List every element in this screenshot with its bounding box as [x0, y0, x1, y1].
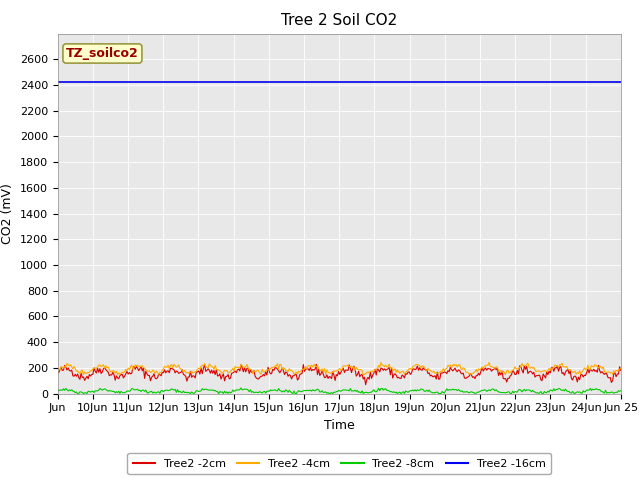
Tree2 -8cm: [230, 388, 238, 394]
Line: Tree2 -4cm: Tree2 -4cm: [58, 362, 621, 375]
Line: Tree2 -8cm: Tree2 -8cm: [58, 388, 621, 394]
Line: Tree2 -2cm: Tree2 -2cm: [58, 364, 621, 384]
Tree2 -4cm: [370, 369, 378, 374]
Tree2 -8cm: [470, 390, 477, 396]
Tree2 -4cm: [229, 365, 237, 371]
Tree2 -4cm: [485, 360, 493, 365]
Tree2 -4cm: [469, 371, 477, 376]
Tree2 -4cm: [360, 372, 367, 378]
Tree2 -8cm: [398, 390, 406, 396]
Tree2 -4cm: [54, 366, 61, 372]
Tree2 -4cm: [291, 371, 299, 376]
X-axis label: Time: Time: [324, 419, 355, 432]
Tree2 -16cm: [54, 80, 61, 85]
Tree2 -8cm: [568, 390, 575, 396]
Tree2 -4cm: [397, 369, 404, 375]
Tree2 -8cm: [74, 391, 81, 396]
Tree2 -16cm: [617, 80, 625, 85]
Tree2 -8cm: [617, 388, 625, 394]
Tree2 -16cm: [369, 80, 376, 85]
Tree2 -4cm: [568, 368, 575, 374]
Tree2 -2cm: [362, 382, 369, 387]
Tree2 -2cm: [398, 372, 406, 378]
Tree2 -2cm: [54, 369, 61, 375]
Tree2 -8cm: [237, 385, 245, 391]
Y-axis label: CO2 (mV): CO2 (mV): [1, 183, 14, 244]
Text: TZ_soilco2: TZ_soilco2: [66, 47, 139, 60]
Tree2 -8cm: [54, 388, 61, 394]
Tree2 -8cm: [294, 389, 301, 395]
Tree2 -16cm: [291, 80, 299, 85]
Tree2 -2cm: [617, 368, 625, 373]
Tree2 -16cm: [468, 80, 476, 85]
Title: Tree 2 Soil CO2: Tree 2 Soil CO2: [281, 13, 397, 28]
Tree2 -4cm: [617, 366, 625, 372]
Tree2 -2cm: [470, 374, 477, 380]
Tree2 -2cm: [201, 361, 209, 367]
Legend: Tree2 -2cm, Tree2 -4cm, Tree2 -8cm, Tree2 -16cm: Tree2 -2cm, Tree2 -4cm, Tree2 -8cm, Tree…: [127, 453, 551, 474]
Tree2 -16cm: [229, 80, 237, 85]
Tree2 -16cm: [565, 80, 573, 85]
Tree2 -2cm: [371, 366, 379, 372]
Tree2 -16cm: [396, 80, 404, 85]
Tree2 -2cm: [568, 376, 575, 382]
Tree2 -2cm: [230, 369, 238, 375]
Tree2 -8cm: [371, 389, 379, 395]
Tree2 -2cm: [292, 372, 300, 377]
